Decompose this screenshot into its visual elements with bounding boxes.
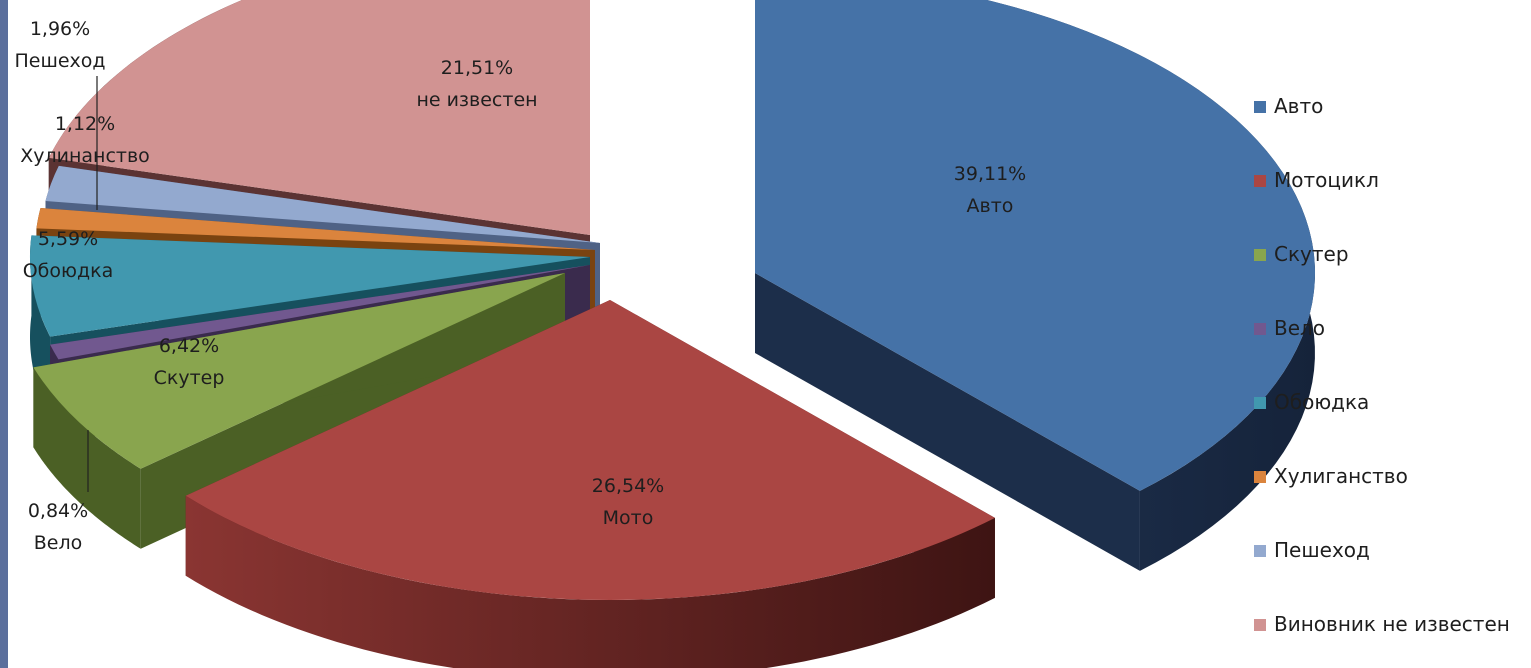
legend-label-2: Скутер	[1274, 242, 1349, 266]
data-label-percent-3: 0,84%	[28, 500, 88, 522]
data-label-category-5: Хулинанство	[20, 145, 150, 167]
pie-tops	[30, 0, 1315, 601]
data-label-category-1: Мото	[603, 507, 654, 529]
legend-label-5: Хулиганство	[1274, 464, 1408, 488]
pie-slice-7	[48, 0, 590, 235]
legend-swatch-2	[1254, 249, 1266, 261]
data-label-percent-2: 6,42%	[159, 335, 219, 357]
pie-slice-4	[30, 235, 591, 337]
legend-swatch-5	[1254, 471, 1266, 483]
legend-label-6: Пешеход	[1274, 538, 1370, 562]
legend-label-0: Авто	[1274, 94, 1323, 118]
legend-swatch-0	[1254, 101, 1266, 113]
legend-label-4: Обоюдка	[1274, 390, 1369, 414]
data-label-percent-7: 21,51%	[441, 57, 513, 79]
pie-slice-side-2	[33, 367, 141, 549]
left-border-strip	[0, 0, 8, 668]
legend-swatch-6	[1254, 545, 1266, 557]
legend-label-7: Виновник не известен	[1274, 612, 1510, 636]
data-label-category-2: Скутер	[154, 367, 225, 389]
data-label-category-6: Пешеход	[14, 50, 105, 72]
legend-swatch-3	[1254, 323, 1266, 335]
pie-labels: 39,11% Авто 26,54% Мото 6,42% Скутер 0,84% Вело…	[14, 18, 1026, 554]
pie-slice-wall-0-1	[755, 273, 1140, 571]
legend-label-1: Мотоцикл	[1274, 168, 1379, 192]
data-label-category-4: Обоюдка	[23, 260, 114, 282]
pie-slice-6	[45, 165, 600, 243]
data-label-category-3: Вело	[34, 532, 83, 554]
data-label-percent-5: 1,12%	[55, 113, 115, 135]
legend-swatch-4	[1254, 397, 1266, 409]
legend-label-3: Вело	[1274, 316, 1325, 340]
legend-swatch-1	[1254, 175, 1266, 187]
legend-swatch-7	[1254, 619, 1266, 631]
pie-slice-0	[755, 0, 1315, 491]
data-label-percent-1: 26,54%	[592, 475, 664, 497]
pie-slice-side-1	[185, 495, 995, 668]
legend: Авто Мотоцикл Скутер Вело Обоюдка Хулиганство…	[1254, 94, 1510, 636]
data-label-category-0: Авто	[967, 195, 1014, 217]
pie-slice-2	[33, 273, 566, 469]
data-label-percent-4: 5,59%	[38, 228, 98, 250]
data-label-category-7: не известен	[416, 89, 537, 111]
pie-slice-3	[50, 265, 590, 360]
pie-slice-1	[185, 300, 995, 601]
data-label-percent-0: 39,11%	[954, 163, 1026, 185]
data-label-percent-6: 1,96%	[30, 18, 90, 40]
pie-slice-5	[36, 208, 595, 250]
